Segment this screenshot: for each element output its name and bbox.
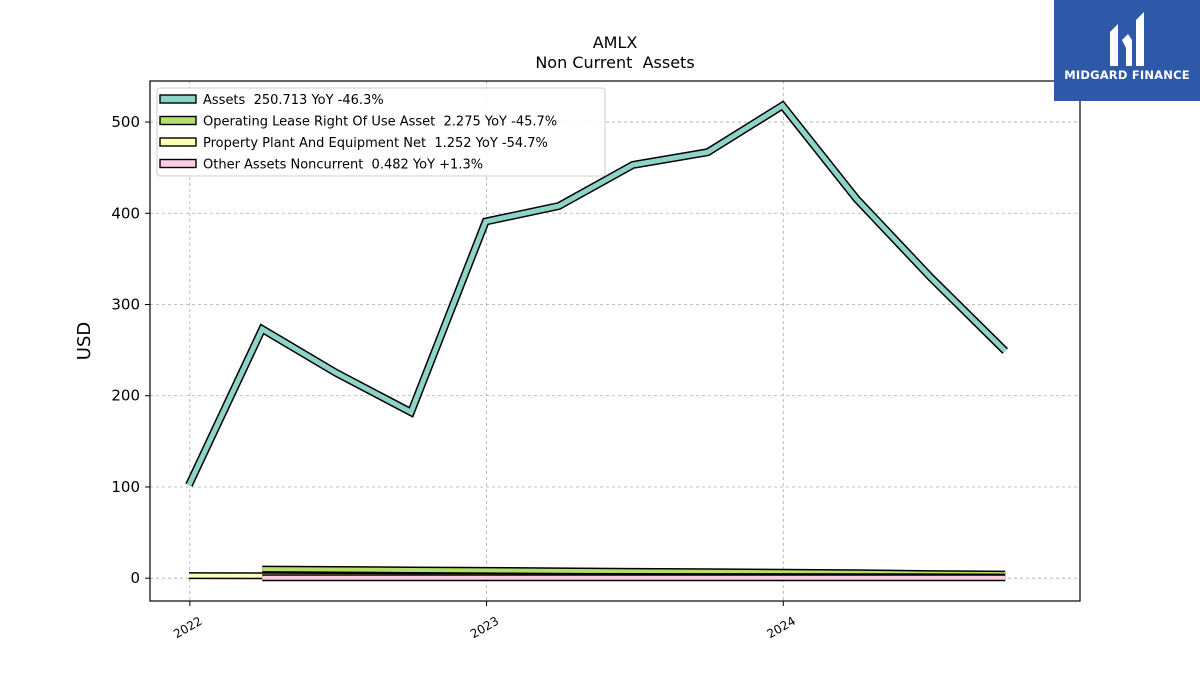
series-layer (185, 100, 1009, 582)
y-tick-label: 500 (111, 113, 140, 131)
y-tick-label: 400 (111, 204, 140, 222)
chart-subtitle: Non Current Assets (535, 53, 694, 72)
x-tick-label: 2023 (468, 614, 501, 641)
series-operating-lease-right-of-use-asset (262, 565, 1006, 578)
legend-swatch (159, 115, 197, 126)
legend-swatch (159, 94, 197, 104)
legend-label: Assets 250.713 YoY -46.3% (203, 93, 384, 108)
legend-swatch (159, 137, 197, 147)
y-axis-label: USD (74, 322, 95, 360)
y-tick-label: 0 (130, 569, 140, 587)
legend-label: Other Assets Noncurrent 0.482 YoY +1.3% (203, 158, 483, 173)
legend-label: Operating Lease Right Of Use Asset 2.275… (203, 115, 557, 130)
y-tick-label: 300 (111, 296, 140, 314)
ticks: 0 100 200 300 400 500 2022 2023 2024 (111, 113, 798, 641)
legend-box (156, 87, 606, 177)
chart-title: AMLX (593, 33, 638, 52)
brand-name: MIDGARD FINANCE (1064, 68, 1190, 82)
legend-label: Property Plant And Equipment Net 1.252 Y… (203, 136, 548, 151)
y-tick-label: 100 (111, 478, 140, 496)
x-tick-label: 2022 (171, 614, 204, 641)
midgard-m-logo-icon (1110, 12, 1144, 66)
legend: Assets 250.713 YoY -46.3% Operating Lease… (156, 87, 606, 177)
legend-swatch (159, 158, 197, 169)
brand-logo: MIDGARD FINANCE (1054, 0, 1200, 101)
x-tick-label: 2024 (765, 614, 798, 641)
y-tick-label: 200 (111, 387, 140, 405)
series-assets (185, 100, 1009, 487)
plot-frame (149, 80, 1081, 602)
series-line (186, 102, 1007, 487)
